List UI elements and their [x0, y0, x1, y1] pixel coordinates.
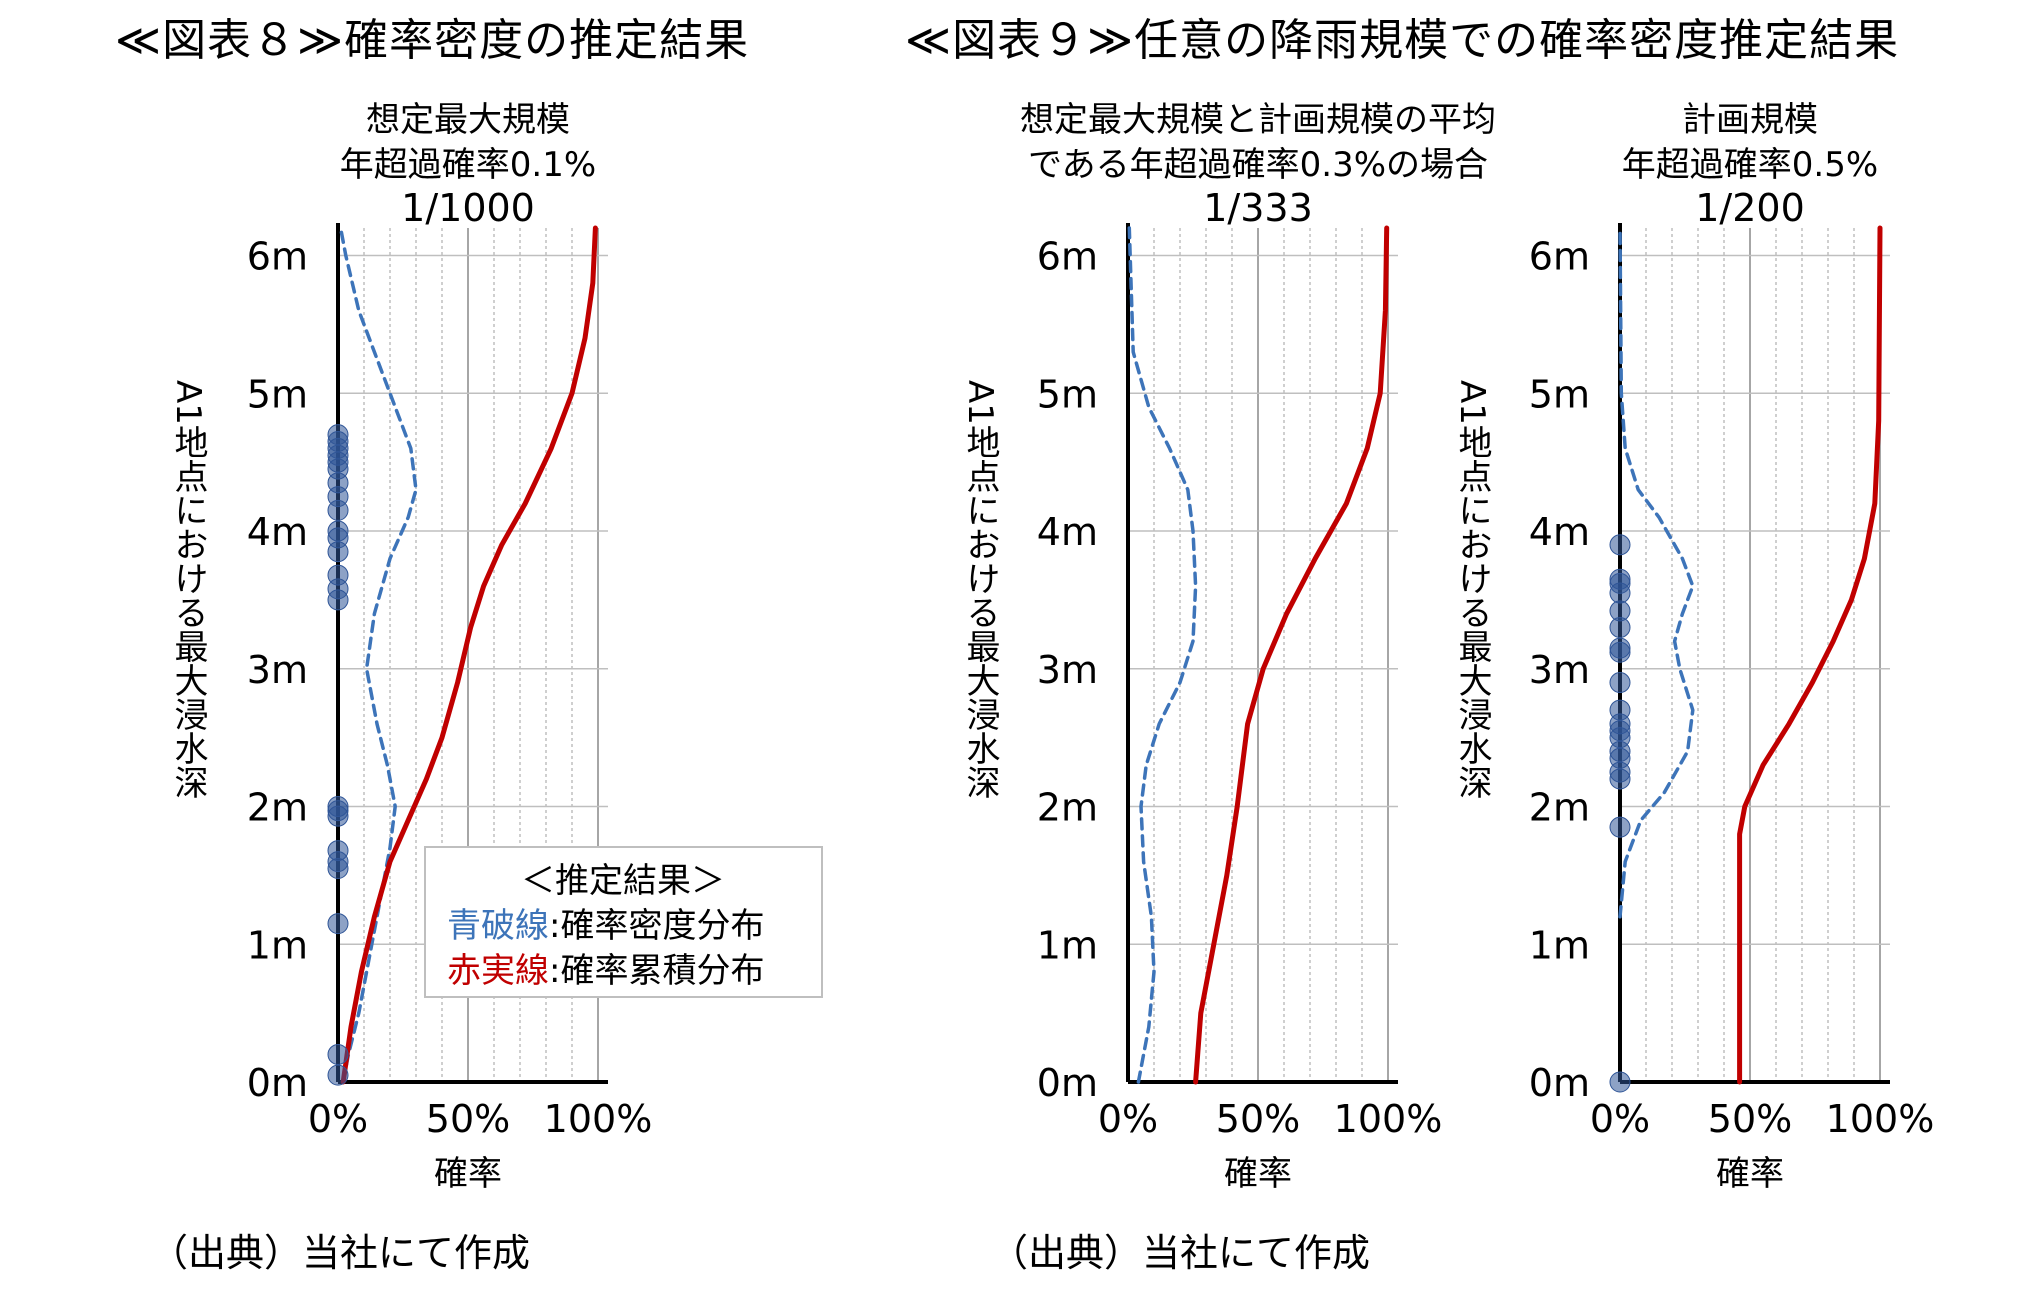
x-tick-label: 100%: [1826, 1097, 1935, 1141]
cumulative-series-line: [1737, 225, 1883, 1085]
y-tick-label: 1m: [1037, 923, 1098, 967]
chart-title-line: 年超過確率0.1%: [340, 145, 596, 185]
y-tick-label: 5m: [247, 372, 308, 416]
chart-panel-3: 0m 1m 2m 3m 4m 5m 6m 0% 50% 100% 確率 計画規模年超過確率0.5%1/…: [1452, 100, 1934, 1194]
observation-point: [1609, 1071, 1631, 1093]
y-tick-label: 2m: [1037, 786, 1098, 830]
figure8-title: ≪図表８≫確率密度の推定結果: [115, 15, 750, 66]
x-tick-label: 100%: [1334, 1097, 1443, 1141]
x-axis-title: 確率: [1716, 1154, 1784, 1194]
chart-title-line: 計画規模: [1682, 100, 1818, 140]
x-tick-label: 0%: [1098, 1097, 1158, 1141]
legend-cumulative-desc: :確率累積分布: [549, 951, 764, 991]
observation-point: [327, 1043, 349, 1065]
y-tick-label: 5m: [1037, 372, 1098, 416]
x-axis-title: 確率: [1224, 1154, 1292, 1194]
observation-point: [327, 796, 349, 818]
y-tick-label: 4m: [1037, 510, 1098, 554]
x-tick-label: 50%: [1216, 1097, 1300, 1141]
cumulative-series-line: [340, 225, 598, 1085]
y-tick-label: 6m: [1037, 235, 1098, 279]
y-axis-title: A1地点における最大浸水深: [168, 380, 208, 799]
observation-point: [1609, 672, 1631, 694]
x-tick-label: 0%: [1590, 1097, 1650, 1141]
y-tick-label: 5m: [1529, 372, 1590, 416]
observation-point: [327, 840, 349, 862]
figure9-source: （出典）当社にて作成: [990, 1231, 1371, 1275]
chart-title-line: 1/333: [1203, 186, 1313, 230]
y-tick-label: 3m: [1529, 648, 1590, 692]
y-tick-label: 6m: [247, 235, 308, 279]
chart-panel-2: 0m 1m 2m 3m 4m 5m 6m 0% 50% 100% 確率 想定最大規模と計画規模の平均で…: [960, 100, 1496, 1194]
y-tick-label: 1m: [247, 923, 308, 967]
chart-title-line: 1/1000: [401, 186, 535, 230]
observation-point: [1609, 637, 1631, 659]
legend-cumulative-name: 赤実線: [447, 951, 549, 991]
y-tick-label: 4m: [247, 510, 308, 554]
chart-title-line: 想定最大規模: [366, 100, 570, 140]
legend-title: ＜推定結果＞: [521, 861, 725, 901]
x-axis-title: 確率: [434, 1154, 502, 1194]
observation-point: [1609, 699, 1631, 721]
y-tick-label: 4m: [1529, 510, 1590, 554]
y-tick-label: 3m: [1037, 648, 1098, 692]
y-tick-label: 0m: [1529, 1061, 1590, 1105]
y-tick-label: 0m: [1037, 1061, 1098, 1105]
observation-point: [1609, 568, 1631, 590]
chart-title-line: 年超過確率0.5%: [1622, 145, 1878, 185]
chart-title-line: 想定最大規模と計画規模の平均: [1020, 100, 1496, 140]
observation-point: [1609, 534, 1631, 556]
observation-point: [1609, 816, 1631, 838]
y-tick-label: 0m: [247, 1061, 308, 1105]
chart-title-line: 1/200: [1695, 186, 1805, 230]
y-tick-label: 6m: [1529, 235, 1590, 279]
y-axis-title: A1地点における最大浸水深: [1452, 380, 1492, 799]
x-tick-label: 0%: [308, 1097, 368, 1141]
observation-point: [327, 913, 349, 935]
observation-point: [1609, 600, 1631, 622]
figure9-title: ≪図表９≫任意の降雨規模での確率密度推定結果: [905, 15, 1900, 66]
x-tick-label: 100%: [544, 1097, 653, 1141]
density-series-line: [1618, 226, 1695, 919]
y-tick-label: 3m: [247, 648, 308, 692]
x-tick-label: 50%: [426, 1097, 510, 1141]
y-tick-label: 2m: [1529, 786, 1590, 830]
chart-title-line: である年超過確率0.3%の場合: [1028, 145, 1488, 185]
x-tick-label: 50%: [1708, 1097, 1792, 1141]
observation-point: [327, 1064, 349, 1086]
legend-item-density: 青破線:確率密度分布: [447, 906, 764, 946]
y-tick-label: 1m: [1529, 923, 1590, 967]
chart-panel-1: 0m 1m 2m 3m 4m 5m 6m 0% 50% 100% 確率 想定最大規模年超過確率0.1%…: [168, 100, 652, 1194]
legend-item-cumulative: 赤実線:確率累積分布: [447, 951, 764, 991]
legend-density-name: 青破線: [447, 906, 549, 946]
density-series-line: [1127, 226, 1198, 1084]
y-axis-title: A1地点における最大浸水深: [960, 380, 1000, 799]
legend-density-desc: :確率密度分布: [549, 906, 764, 946]
legend-box: [424, 846, 823, 998]
observation-point: [327, 564, 349, 586]
density-series-line: [338, 226, 418, 1084]
figure8-source: （出典）当社にて作成: [150, 1231, 531, 1275]
observation-point: [327, 424, 349, 446]
observation-point: [327, 520, 349, 542]
y-tick-label: 2m: [247, 786, 308, 830]
cumulative-series-line: [1193, 225, 1390, 1085]
